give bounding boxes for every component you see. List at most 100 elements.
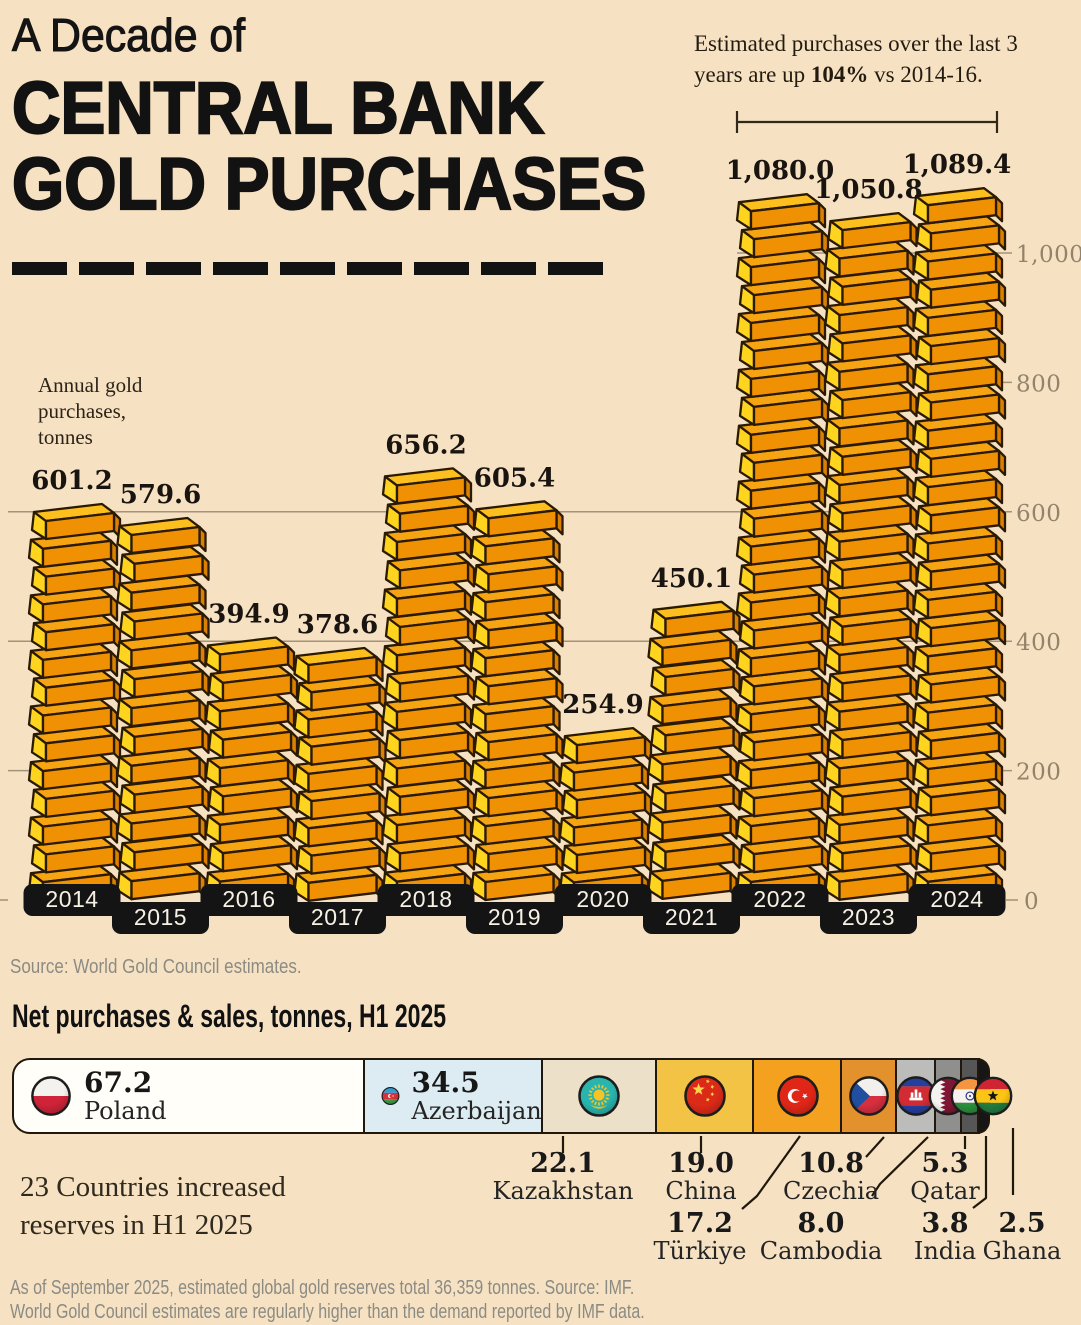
flag-poland-icon — [31, 1076, 71, 1116]
gold-bar-stack-2018 — [381, 467, 476, 901]
flag-china-icon — [684, 1075, 726, 1117]
bar-value-labels: 601.2 579.6 394.9 378.6 656.2 605.4 254.9 450.1… — [31, 150, 1011, 720]
title-underline-dash — [548, 262, 603, 275]
country-segment-cambodia — [894, 1058, 937, 1134]
y-axis-tick-labels: 0 200 400 600 800 1,000 — [1016, 242, 1081, 915]
country-segment-czechia — [840, 1058, 898, 1134]
country-name: Cambodia — [759, 1237, 883, 1265]
bar-value-label: 601.2 — [31, 466, 112, 496]
country-label-china: 19.0 China — [665, 1150, 736, 1206]
footer-line-2: World Gold Council estimates are regular… — [10, 1301, 645, 1323]
gold-bar-stacks — [27, 187, 1007, 902]
svg-text:2021: 2021 — [665, 904, 718, 930]
country-label-cambodia: 8.0 Cambodia — [760, 1210, 883, 1266]
leader-line-Czechia — [865, 1136, 885, 1158]
bar-value-label: 605.4 — [474, 463, 555, 493]
title-underline-dash — [146, 262, 201, 275]
year-pill-2016: 2016 — [200, 884, 298, 916]
leader-line-Türkiye — [741, 1135, 801, 1210]
country-name: Türkiye — [653, 1237, 747, 1265]
year-pill-2014: 2014 — [23, 884, 121, 916]
title-underline-dashes — [12, 262, 603, 275]
country-name: Kazakhstan — [492, 1177, 634, 1205]
title-underline-dash — [213, 262, 268, 275]
flag-azerbaijan-icon — [381, 1087, 400, 1105]
flag-kazakhstan-icon — [578, 1075, 621, 1117]
title-line-2: CENTRAL BANK — [11, 68, 545, 149]
y-tick-label: 600 — [1016, 501, 1061, 527]
footer-line-1: As of September 2025, estimated global g… — [10, 1277, 635, 1299]
annotation-104-percent: Estimated purchases over the last 3 year… — [694, 28, 1054, 90]
country-name: India — [913, 1237, 977, 1265]
y-tick-label: 800 — [1016, 371, 1061, 397]
svg-text:2015: 2015 — [134, 904, 187, 930]
title-underline-dash — [414, 262, 469, 275]
flag-cambodia-icon — [895, 1076, 936, 1116]
year-pill-2023: 2023 — [820, 902, 917, 934]
leader-line-Cambodia — [871, 1136, 929, 1197]
country-label-qatar: 5.3 Qatar — [910, 1150, 979, 1206]
y-tick-label: 400 — [1016, 630, 1061, 656]
y-tick-label: 200 — [1016, 760, 1061, 786]
annotation-bold-value: 104% — [810, 62, 869, 87]
gold-bar-stack-2020 — [558, 726, 653, 902]
title-underline-dash — [481, 262, 536, 275]
gold-bar-stack-2021 — [647, 600, 741, 901]
year-pills: 2014 2015 2016 2017 2018 2019 2020 2021 2022 2023… — [23, 884, 1006, 934]
year-pill-2020: 2020 — [554, 884, 652, 916]
country-name: Ghana — [982, 1237, 1062, 1265]
country-segment-poland: 67.2 Poland — [12, 1058, 365, 1134]
gold-bar-stack-2024 — [912, 187, 1007, 901]
y-axis-title: Annual gold purchases, tonnes — [38, 373, 143, 449]
svg-text:2023: 2023 — [842, 904, 895, 930]
gold-bar-stack-2017 — [293, 646, 387, 902]
y-tick-label: 1,000 — [1016, 242, 1081, 268]
country-label-turkiye: 17.2 Türkiye — [654, 1210, 747, 1266]
annotation-text: Estimated purchases over the last 3 year… — [694, 31, 1018, 87]
annotation-text: vs 2014-16. — [868, 62, 983, 87]
country-label-ghana: 2.5 Ghana — [983, 1210, 1062, 1266]
flag-ghana-icon — [973, 1076, 1013, 1116]
y-tick-label: 0 — [1024, 889, 1039, 915]
flag-czechia-icon — [848, 1076, 889, 1116]
title-underline-dash — [12, 262, 67, 275]
svg-text:2017: 2017 — [311, 904, 364, 930]
title-underline-dash — [347, 262, 402, 275]
bar-value-label: 579.6 — [120, 480, 201, 510]
country-value: 5.3 — [921, 1148, 969, 1179]
chart-source-note: Source: World Gold Council estimates. — [10, 956, 302, 978]
country-segment-china — [655, 1058, 755, 1134]
country-label-czechia: 10.8 Czechia — [783, 1150, 879, 1206]
svg-text:2022: 2022 — [753, 886, 806, 912]
country-value: 17.2 — [667, 1208, 733, 1239]
country-value: 8.0 — [797, 1208, 845, 1239]
year-pill-2018: 2018 — [377, 884, 475, 916]
segment-name: Azerbaijan — [411, 1096, 542, 1125]
title-underline-dash — [280, 262, 335, 275]
svg-text:2018: 2018 — [399, 886, 452, 912]
title-line-1: A Decade of — [11, 9, 246, 61]
bar-value-label: 656.2 — [385, 430, 466, 460]
gold-bar-stack-2019 — [470, 500, 564, 902]
gold-bar-stack-2016 — [204, 636, 299, 901]
country-label-india: 3.8 India — [914, 1210, 976, 1266]
gold-bar-stack-2023 — [824, 211, 918, 901]
svg-text:2019: 2019 — [488, 904, 541, 930]
country-segment-azerbaijan: 34.5 Azerbaijan — [362, 1058, 544, 1134]
year-pill-2015: 2015 — [112, 902, 209, 934]
bar-value-label: 394.9 — [208, 600, 289, 630]
year-pill-2019: 2019 — [466, 902, 563, 934]
year-pill-2021: 2021 — [643, 902, 740, 934]
country-label-kazakhstan: 22.1 Kazakhstan — [493, 1150, 634, 1206]
range-bracket — [735, 111, 999, 133]
country-value: 10.8 — [798, 1148, 864, 1179]
year-pill-2022: 2022 — [731, 884, 829, 916]
country-value: 19.0 — [668, 1148, 734, 1179]
bar-value-label: 1,050.8 — [814, 175, 923, 205]
gold-bar-stack-2015 — [116, 516, 210, 901]
svg-text:2020: 2020 — [576, 886, 629, 912]
segment-value: 34.5 — [411, 1065, 480, 1099]
segment-value: 67.2 — [84, 1065, 153, 1099]
